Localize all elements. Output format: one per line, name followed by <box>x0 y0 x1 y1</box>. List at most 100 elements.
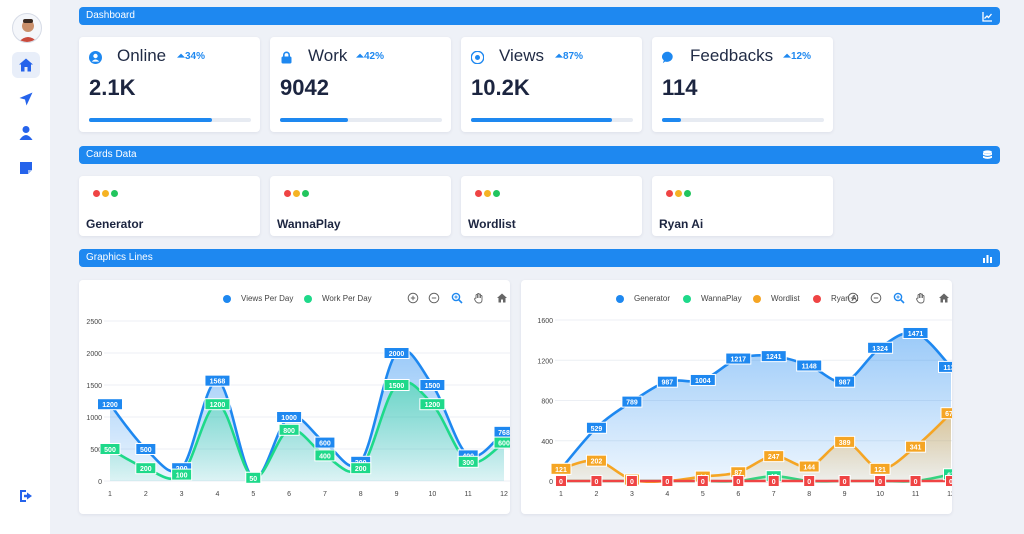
data-point <box>869 462 891 475</box>
x-tick-label: 12 <box>500 491 508 498</box>
data-label: 1004 <box>695 378 711 385</box>
legend-item[interactable]: Views Per Day <box>223 294 293 303</box>
y-tick-label: 1600 <box>537 318 553 325</box>
data-point <box>590 475 603 487</box>
stat-progress <box>280 118 442 122</box>
data-label: 87 <box>734 470 742 477</box>
legend-item[interactable]: WannaPlay <box>683 294 742 303</box>
nav-send-button[interactable] <box>12 86 40 112</box>
data-point <box>725 352 752 365</box>
magnify-icon[interactable] <box>451 292 463 304</box>
data-label: 50 <box>249 476 257 483</box>
x-tick-label: 8 <box>807 491 811 498</box>
data-label: 800 <box>283 428 295 435</box>
data-label: 600 <box>319 441 331 448</box>
stat-percent: ⏶12% <box>783 51 812 62</box>
legend-item[interactable]: Wordlist <box>753 294 800 303</box>
data-point <box>940 407 952 420</box>
data-label: 0 <box>701 479 705 486</box>
data-label: 389 <box>839 440 851 447</box>
send-icon <box>19 92 33 106</box>
data-card-ryan-ai[interactable]: Ryan Ai <box>652 176 833 236</box>
data-label: 0 <box>559 479 563 486</box>
data-point <box>838 475 851 487</box>
legend-marker <box>813 295 821 303</box>
data-label: 0 <box>630 479 634 486</box>
graphics-lines-title: Graphics Lines <box>86 252 153 263</box>
legend-item[interactable]: Work Per Day <box>304 294 372 303</box>
home-reset-icon[interactable] <box>938 292 950 304</box>
zoom-in-icon[interactable] <box>847 292 859 304</box>
data-label: 0 <box>736 479 740 486</box>
legend-marker <box>616 295 624 303</box>
legend-label: Generator <box>634 294 671 303</box>
stat-progress <box>471 118 633 122</box>
nav-note-button[interactable] <box>12 155 40 181</box>
nav-user-button[interactable] <box>12 120 40 146</box>
x-tick-label: 2 <box>595 491 599 498</box>
data-point <box>383 347 410 359</box>
x-tick-label: 9 <box>395 491 399 498</box>
stat-label: Views <box>499 46 545 65</box>
magnify-icon[interactable] <box>893 292 905 304</box>
data-point <box>803 475 816 487</box>
data-point <box>457 455 479 468</box>
data-point <box>945 475 952 487</box>
legend-item[interactable]: Generator <box>616 294 671 303</box>
data-card-title: Wordlist <box>468 217 516 231</box>
legend-item[interactable]: Ryan Ai <box>813 294 859 303</box>
data-point <box>625 475 638 487</box>
data-label: 200 <box>355 466 367 473</box>
stat-card-work[interactable]: Work ⏶42% 9042 <box>270 37 451 132</box>
pan-hand-icon[interactable] <box>473 292 485 304</box>
data-point <box>419 398 446 411</box>
cards-data-title: Cards Data <box>86 149 137 160</box>
stat-card-online[interactable]: Online ⏶34% 2.1K <box>79 37 260 132</box>
avatar[interactable] <box>12 13 42 43</box>
zoom-out-icon[interactable] <box>428 292 440 304</box>
data-point <box>696 475 709 487</box>
data-card-wannaplay[interactable]: WannaPlay <box>270 176 451 236</box>
data-label: 1200 <box>102 402 118 409</box>
logout-button[interactable] <box>12 483 40 509</box>
zoom-in-icon[interactable] <box>407 292 419 304</box>
bar-chart-icon <box>982 253 993 264</box>
x-tick-label: 1 <box>559 491 563 498</box>
data-point <box>550 462 572 475</box>
data-label: 529 <box>591 426 603 433</box>
data-point <box>135 462 157 475</box>
data-point <box>97 398 123 411</box>
comment-icon <box>661 49 675 64</box>
data-point <box>767 475 780 487</box>
nav-home-button[interactable] <box>12 52 40 78</box>
data-label: 0 <box>843 479 847 486</box>
stat-card-feedbacks[interactable]: Feedbacks ⏶12% 114 <box>652 37 833 132</box>
data-label: 0 <box>949 479 952 486</box>
pan-hand-icon[interactable] <box>915 292 927 304</box>
data-point <box>763 450 785 463</box>
stat-card-views[interactable]: Views ⏶87% 10.2K <box>461 37 642 132</box>
note-icon <box>20 162 32 174</box>
data-point <box>204 374 231 387</box>
legend-label: Ryan Ai <box>831 294 859 303</box>
data-label: 121 <box>555 467 567 474</box>
data-label: 1471 <box>908 331 924 338</box>
data-label: 2000 <box>389 351 405 358</box>
x-tick-label: 10 <box>876 491 884 498</box>
x-tick-label: 7 <box>772 491 776 498</box>
data-label: 0 <box>807 479 811 486</box>
data-label: 100 <box>176 473 188 480</box>
views-work-chart: 2500 2000 1500 1000 500 0 1 2 3 4 5 6 7 8 9 10 11 12 1200 5… <box>79 280 510 514</box>
x-tick-label: 7 <box>323 491 327 498</box>
home-reset-icon[interactable] <box>496 292 508 304</box>
data-label: 121 <box>874 467 886 474</box>
legend-label: WannaPlay <box>701 294 742 303</box>
data-label: 0 <box>772 479 776 486</box>
data-label: 987 <box>839 380 851 387</box>
data-card-generator[interactable]: Generator <box>79 176 260 236</box>
data-card-wordlist[interactable]: Wordlist <box>461 176 642 236</box>
chart-svg: 1600120080040001234567891011121215297899… <box>537 318 952 498</box>
stat-percent: ⏶42% <box>356 51 385 62</box>
zoom-out-icon[interactable] <box>870 292 882 304</box>
